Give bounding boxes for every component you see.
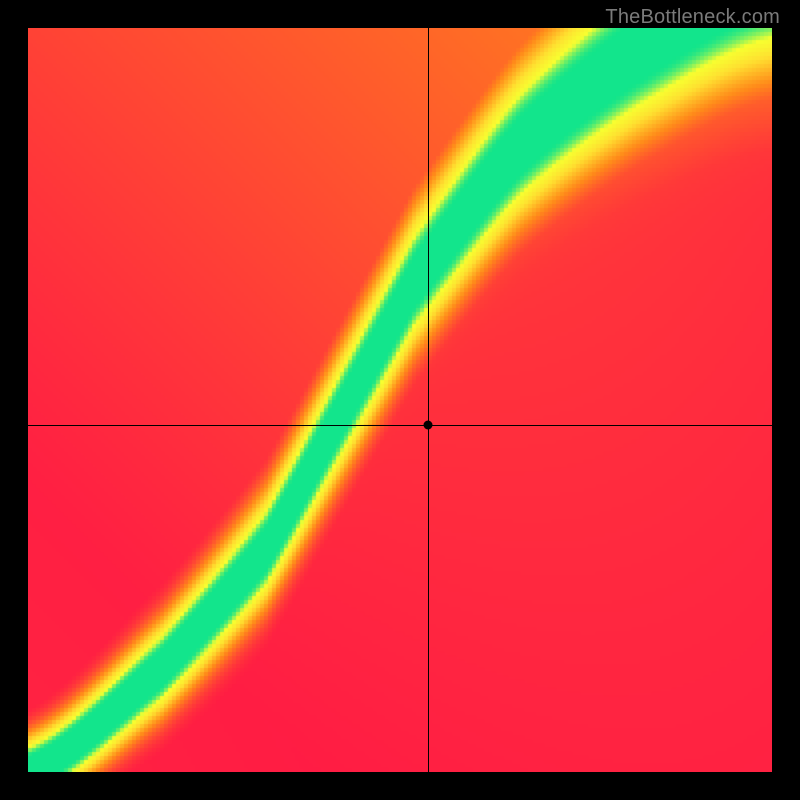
- marker-dot: [423, 421, 432, 430]
- crosshair-vertical: [428, 28, 429, 772]
- heatmap-plot-area: [28, 28, 772, 772]
- heatmap-canvas: [28, 28, 772, 772]
- figure-root: TheBottleneck.com: [0, 0, 800, 800]
- crosshair-horizontal: [28, 425, 772, 426]
- watermark-label: TheBottleneck.com: [605, 6, 780, 29]
